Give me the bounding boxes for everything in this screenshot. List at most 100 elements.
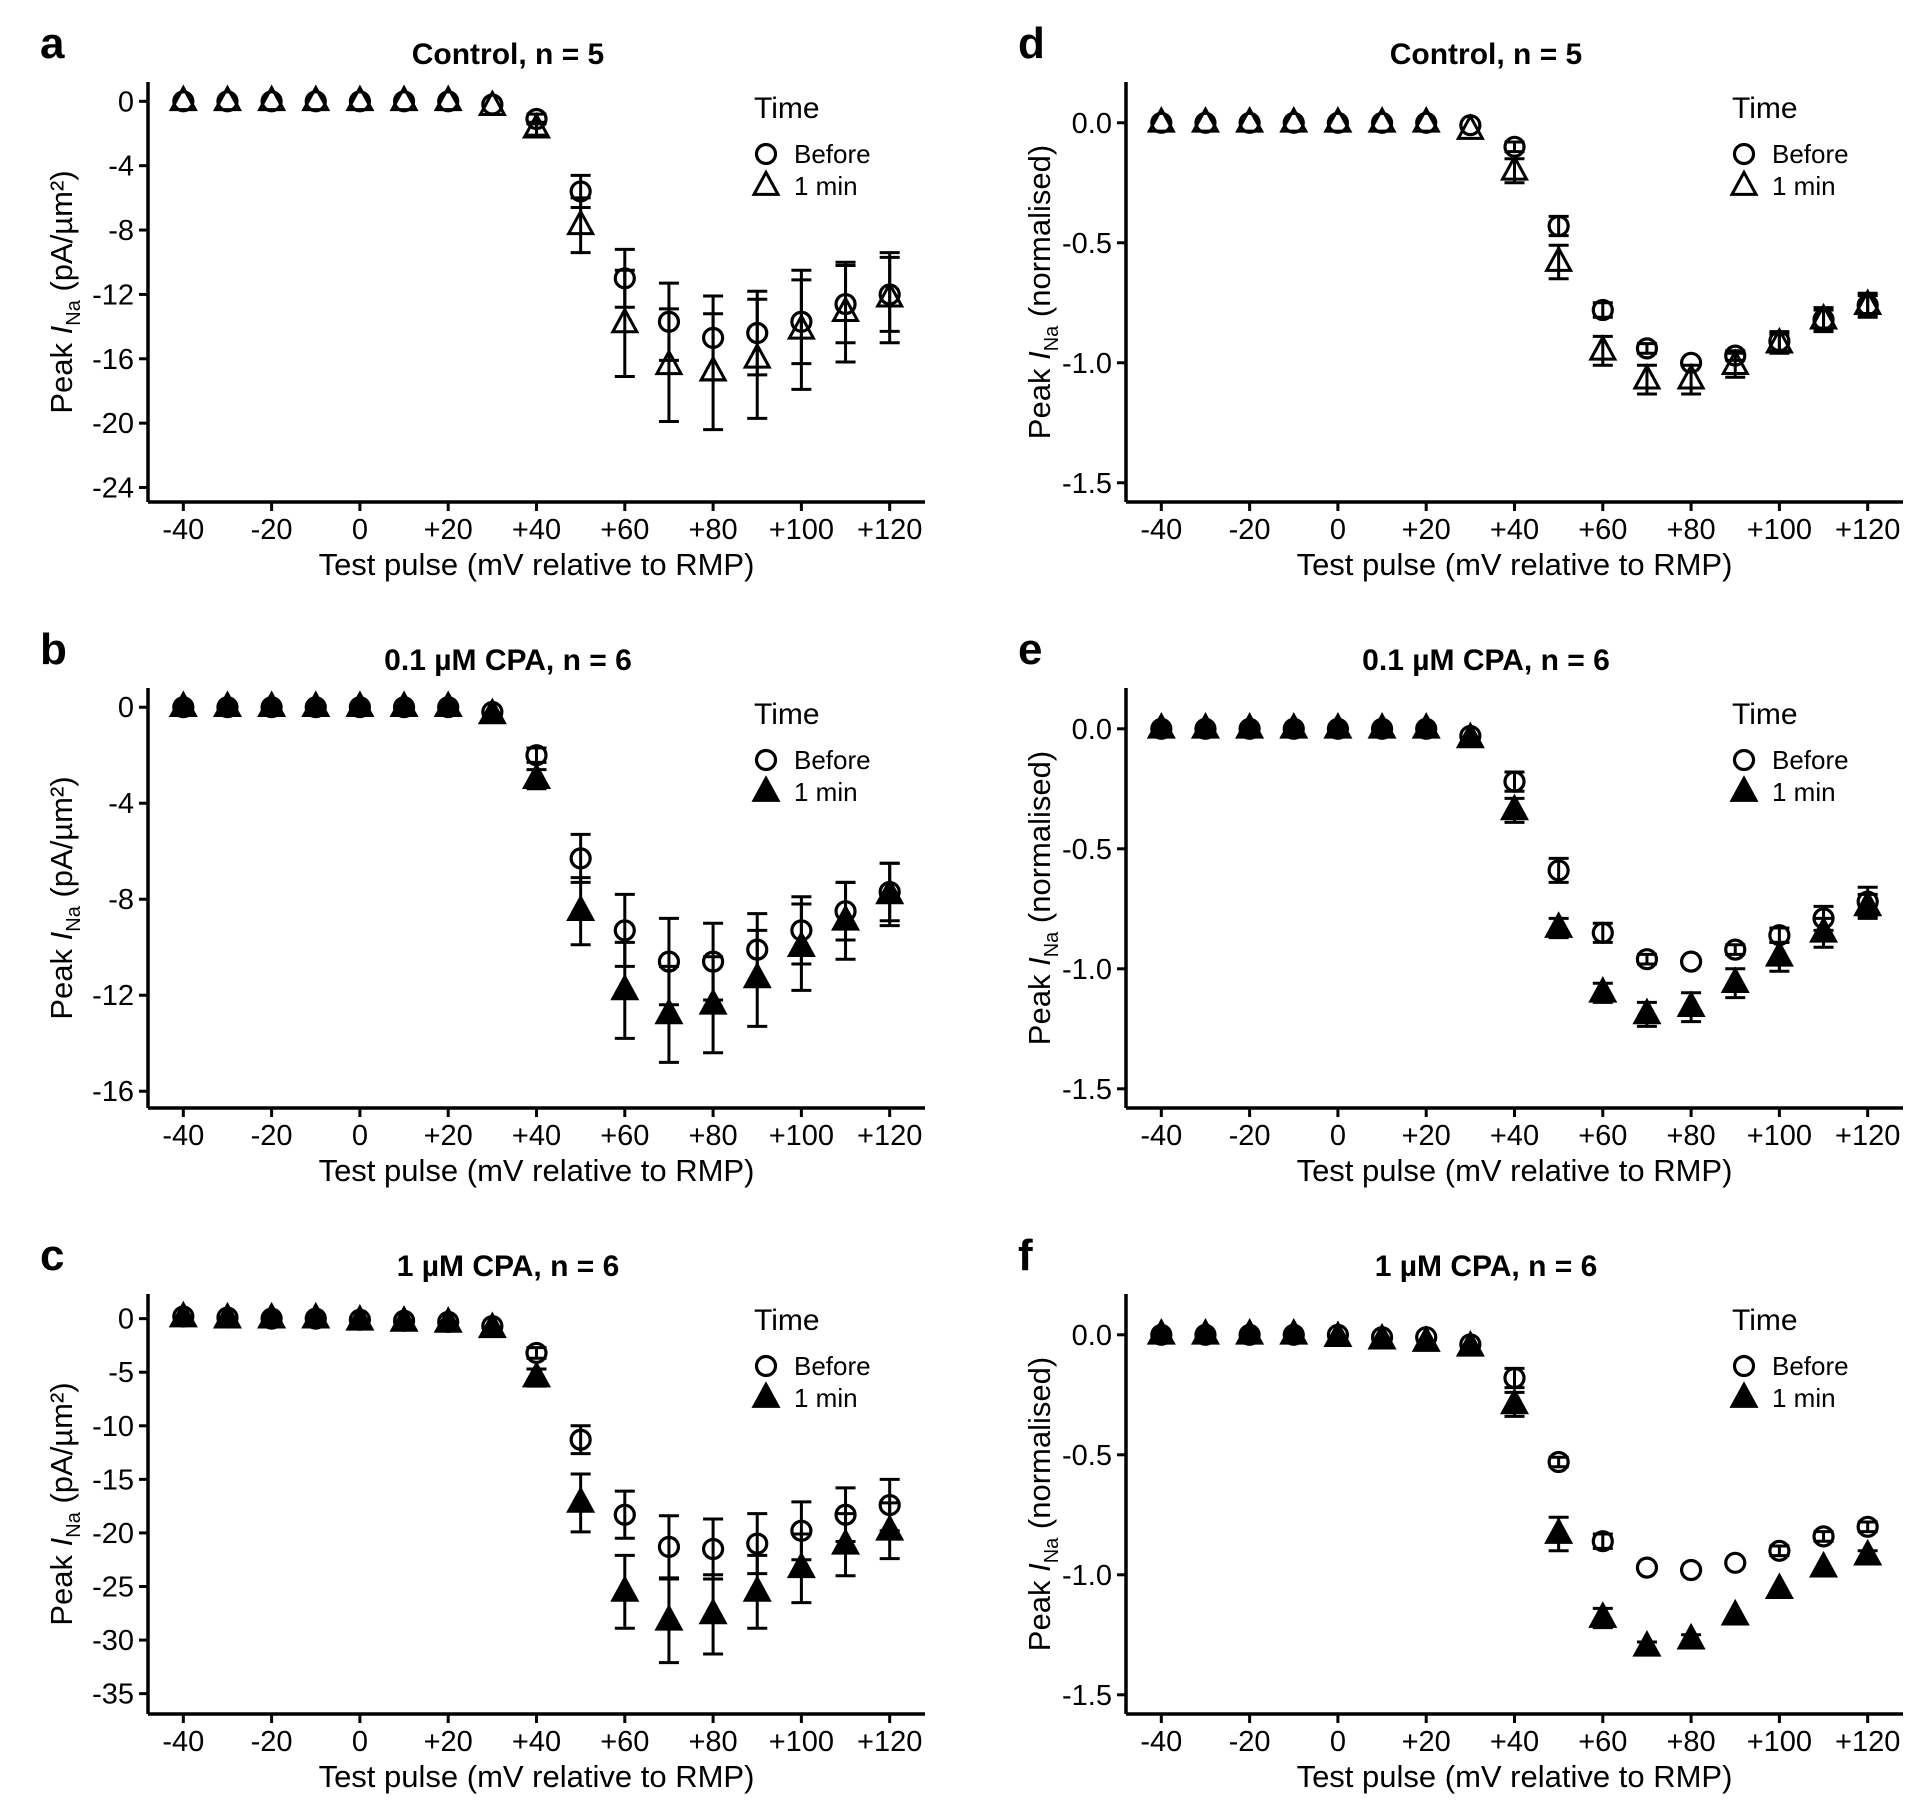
data-point	[834, 292, 857, 316]
data-point	[746, 1532, 769, 1555]
legend-label: Before	[1772, 139, 1849, 169]
legend-label: 1 min	[794, 777, 858, 807]
y-tick-label: -1.0	[1062, 954, 1112, 986]
data-point	[657, 310, 681, 333]
data-point	[610, 973, 640, 1001]
y-axis-label-prefix: Peak	[1022, 966, 1057, 1045]
data-point	[172, 696, 195, 719]
legend-marker	[751, 775, 781, 802]
data-point	[1238, 717, 1261, 740]
series-before	[172, 90, 901, 382]
data-point	[1635, 337, 1659, 360]
x-tick-label: -20	[1229, 1726, 1271, 1758]
y-axis-label-italic: I	[1022, 957, 1057, 966]
y-axis-label-suffix: (pA/µm²)	[44, 1382, 79, 1512]
data-point	[392, 1309, 416, 1332]
y-tick-label: 0.0	[1072, 108, 1112, 140]
y-tick-label: -0.5	[1062, 834, 1112, 866]
x-axis-label: Test pulse (mV relative to RMP)	[319, 1153, 755, 1188]
y-axis-label-italic: I	[44, 1537, 79, 1546]
y-axis-label-sub: Na	[63, 1511, 85, 1537]
data-point	[613, 919, 636, 942]
data-point	[654, 348, 684, 376]
data-point	[878, 283, 901, 306]
x-tick-label: 0	[1330, 1726, 1346, 1758]
y-tick-label: -1.5	[1062, 1680, 1112, 1712]
x-tick-label: +20	[1402, 1120, 1451, 1152]
x-tick-label: +20	[424, 1726, 473, 1758]
data-point	[1591, 1530, 1614, 1553]
data-point	[1588, 976, 1618, 1003]
data-point	[1238, 1323, 1261, 1346]
x-tick-label: +80	[1666, 514, 1715, 546]
data-point	[701, 950, 725, 973]
panel-d: d Control, n = 5 0.0 -0.5 -1.0 -1.5 -40 -20 0 +20…	[1018, 19, 1903, 582]
data-point	[698, 1597, 728, 1625]
data-point	[1370, 717, 1394, 740]
panel-b: b 0.1 µM CPA, n = 6 0 -4 -8 -12 -16 -40 -20 0 +20 +…	[40, 625, 925, 1188]
y-tick-label: -20	[92, 1518, 134, 1550]
y-tick-label: -0.5	[1062, 1440, 1112, 1472]
x-tick-label: +80	[688, 1726, 737, 1758]
data-point	[654, 1604, 684, 1631]
y-tick-label: 0.0	[1072, 1320, 1112, 1352]
y-axis-label-prefix: Peak	[44, 1546, 79, 1625]
x-tick-label: +100	[769, 514, 834, 546]
y-tick-label: -12	[92, 980, 134, 1012]
y-axis-label-suffix: (pA/µm²)	[44, 776, 79, 906]
data-point	[1503, 135, 1526, 158]
x-tick-label: +60	[1578, 1726, 1627, 1758]
legend-label: 1 min	[794, 1383, 858, 1413]
data-point	[1150, 717, 1173, 740]
x-tick-label: +80	[1666, 1726, 1715, 1758]
x-tick-label: -20	[251, 514, 293, 546]
y-tick-label: -30	[92, 1625, 134, 1657]
data-point	[437, 1310, 460, 1333]
legend-label: Before	[1772, 745, 1849, 775]
y-axis-label-sub: Na	[1041, 931, 1063, 957]
y-tick-label: -4	[108, 788, 134, 820]
x-tick-label: +120	[857, 514, 922, 546]
data-point	[1459, 1333, 1482, 1356]
x-tick-label: -20	[1229, 1120, 1271, 1152]
data-point	[1724, 1551, 1747, 1574]
x-tick-label: 0	[352, 514, 368, 546]
data-point	[1455, 113, 1485, 140]
x-tick-label: 0	[1330, 514, 1346, 546]
data-point	[1547, 214, 1570, 238]
data-point	[790, 1519, 813, 1542]
y-axis-label-italic: I	[1022, 351, 1057, 360]
y-tick-label: -15	[92, 1464, 134, 1496]
x-tick-label: +120	[857, 1726, 922, 1758]
series-before	[1150, 717, 1879, 973]
data-point	[1282, 111, 1305, 134]
data-point	[1720, 966, 1750, 994]
data-point	[521, 1360, 552, 1388]
y-axis-label-suffix: (normalised)	[1022, 751, 1057, 932]
data-point	[834, 1503, 857, 1526]
data-point	[742, 1575, 772, 1602]
x-tick-label: +100	[769, 1120, 834, 1152]
y-tick-label: 0	[118, 692, 134, 724]
x-tick-label: +20	[424, 514, 473, 546]
data-point	[525, 107, 548, 131]
x-tick-label: -40	[162, 1726, 204, 1758]
y-tick-label: -1.5	[1062, 468, 1112, 500]
legend-title: Time	[754, 92, 820, 125]
y-axis-label-prefix: Peak	[44, 334, 79, 413]
x-axis-label: Test pulse (mV relative to RMP)	[1297, 1153, 1733, 1188]
y-tick-label: 0	[118, 1304, 134, 1336]
y-tick-label: 0	[118, 86, 134, 118]
data-point	[1856, 294, 1879, 317]
legend-marker	[751, 169, 781, 196]
x-tick-label: +60	[600, 514, 649, 546]
data-point	[1676, 362, 1706, 390]
x-tick-label: +120	[1835, 1120, 1900, 1152]
data-point	[1856, 1515, 1879, 1538]
legend-label: 1 min	[1772, 1383, 1836, 1413]
data-point	[1720, 1598, 1750, 1626]
data-point	[790, 310, 813, 333]
legend-title: Time	[1732, 698, 1798, 731]
y-tick-label: -20	[92, 408, 134, 440]
